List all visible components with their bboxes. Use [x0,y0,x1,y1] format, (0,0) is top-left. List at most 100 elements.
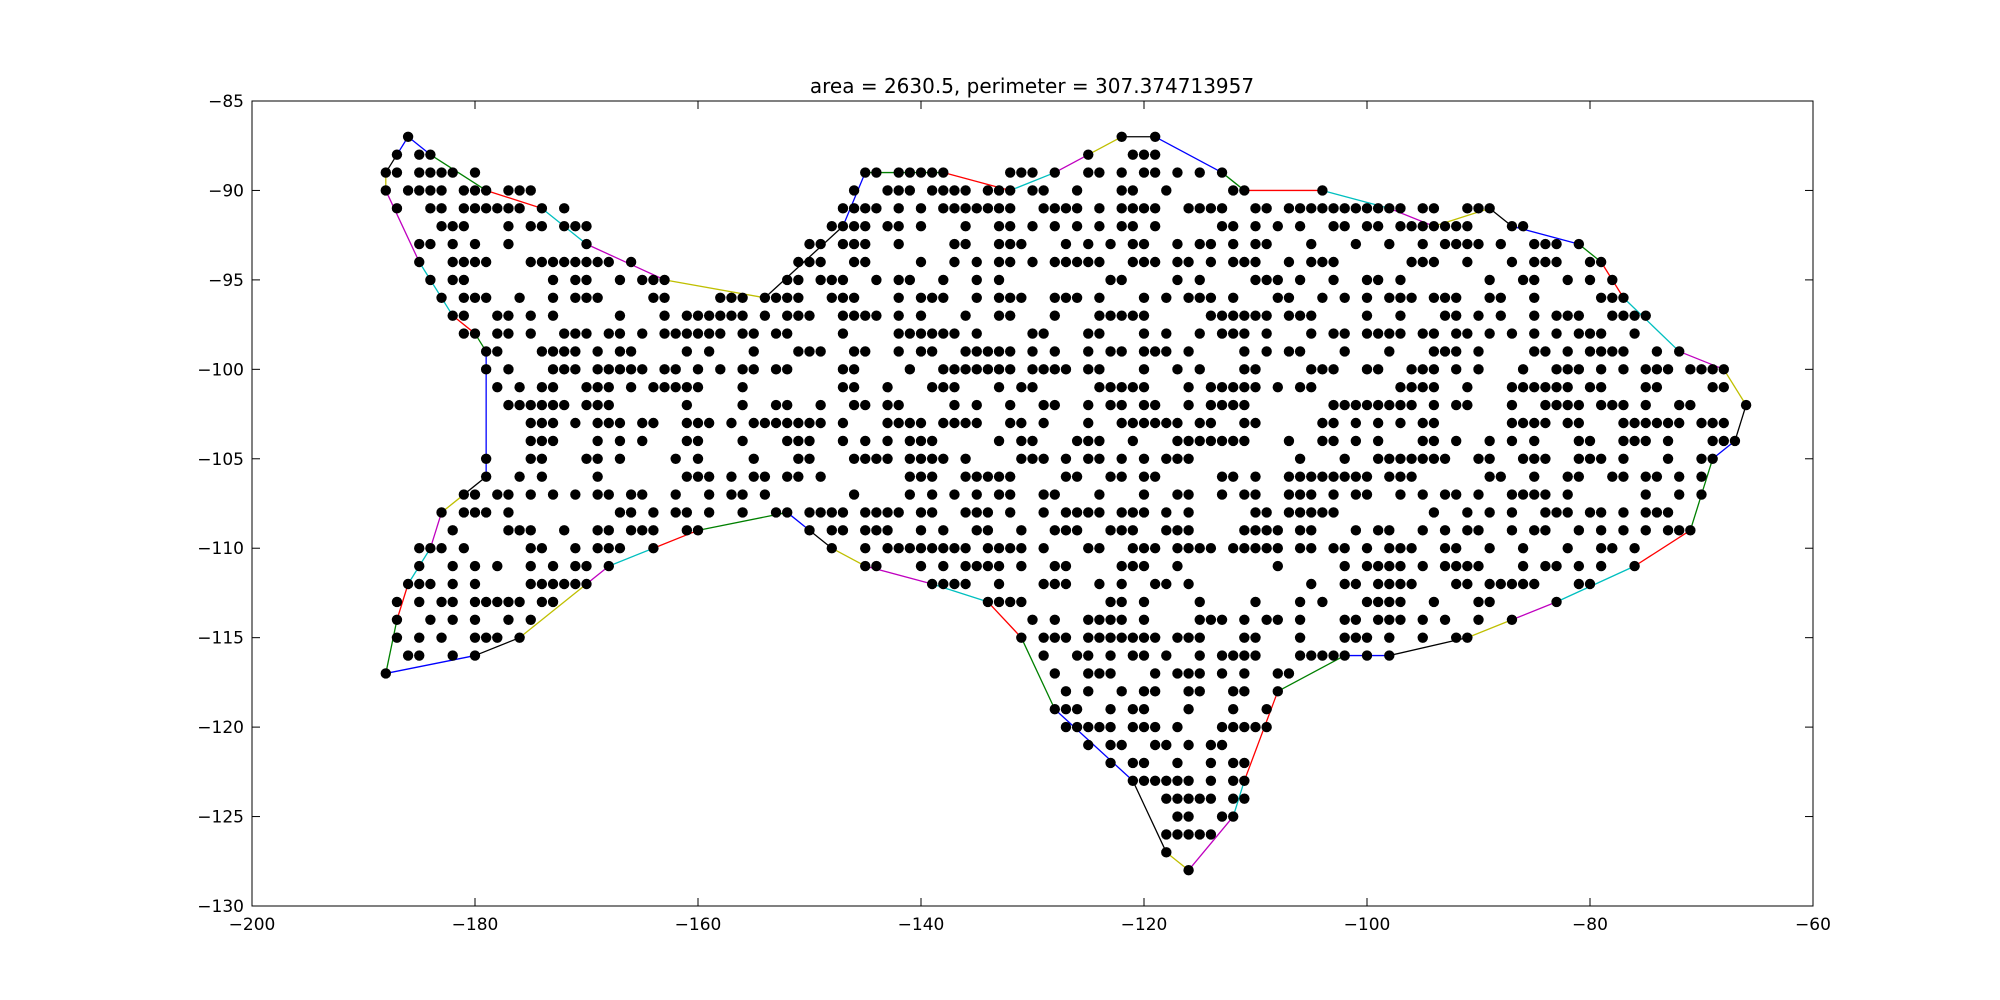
data-point [1517,453,1529,464]
data-point [514,203,525,214]
data-point [1016,543,1027,554]
data-point [1674,471,1685,482]
data-point [1228,185,1239,196]
data-point [1027,382,1038,393]
data-point [1105,274,1116,286]
data-point [1283,256,1295,268]
data-point [1306,364,1317,375]
data-point [469,560,481,572]
data-point [1573,238,1585,250]
data-point [770,292,782,303]
data-point [938,203,949,214]
data-point [971,489,982,500]
data-point [860,167,871,178]
data-point [570,560,581,572]
data-point [1484,471,1495,482]
data-point [1250,489,1261,500]
data-point [1005,543,1016,554]
data-point [1205,757,1217,769]
data-point [1194,650,1205,661]
data-point [1116,185,1127,196]
data-point [1439,489,1451,500]
hull-segment [1556,565,1635,603]
data-point [458,256,470,268]
data-point [1495,578,1507,590]
data-point [1250,632,1261,643]
data-point [726,310,737,321]
data-point [1294,543,1306,554]
data-point [1328,203,1339,214]
data-point [1250,417,1261,429]
data-point [1540,453,1551,464]
data-point [547,399,559,411]
data-point [559,578,570,590]
data-point [1395,489,1406,500]
data-point [949,543,960,554]
data-point [625,364,637,375]
data-point [982,525,994,536]
data-point [949,238,960,250]
data-point [860,560,871,572]
data-point [536,382,548,393]
data-point [837,417,849,429]
data-point [1451,310,1462,321]
data-point [425,274,436,286]
data-point [547,382,559,393]
data-point [1172,543,1183,554]
data-point [1674,399,1685,411]
data-point [1328,399,1339,411]
data-point [1172,793,1183,804]
hull-segment [485,189,543,209]
data-point [447,238,458,250]
data-point [793,435,804,447]
data-point [1595,399,1607,411]
data-point [1005,203,1016,214]
hull-segment [1232,780,1245,817]
data-point [1205,292,1217,303]
data-point [793,310,804,321]
data-point [860,221,871,232]
data-point [625,525,637,536]
data-point [1306,256,1317,268]
data-point [1328,543,1339,554]
data-point [1384,560,1395,572]
data-point [971,364,982,375]
data-point [1216,167,1228,178]
data-point [1272,382,1284,393]
hull-segment [1054,154,1089,174]
data-point [1005,507,1016,518]
data-point [637,328,648,339]
data-point [480,471,492,482]
data-point [402,185,414,196]
data-point [1049,525,1061,536]
data-point [480,507,492,518]
data-point [458,489,470,500]
data-point [648,274,659,286]
data-point [860,435,871,447]
data-point [949,578,960,590]
data-point [637,489,648,500]
data-point [1105,596,1116,608]
data-point [1239,793,1250,804]
data-point [1094,382,1105,393]
data-point [1306,238,1317,250]
data-point [1172,489,1183,500]
data-point [703,489,715,500]
data-point [514,382,525,393]
data-point [1161,650,1172,661]
data-point [737,328,748,339]
data-point [1038,399,1049,411]
data-point [480,346,492,357]
data-point [1239,650,1250,661]
data-point [1328,274,1339,286]
data-point [1060,525,1072,536]
data-point [1194,596,1205,608]
data-point [1384,292,1395,303]
data-point [1060,560,1072,572]
data-point [525,578,536,590]
data-point [882,417,893,429]
data-point [458,274,470,286]
data-point [603,399,614,411]
data-point [938,364,949,375]
data-point [1473,560,1484,572]
